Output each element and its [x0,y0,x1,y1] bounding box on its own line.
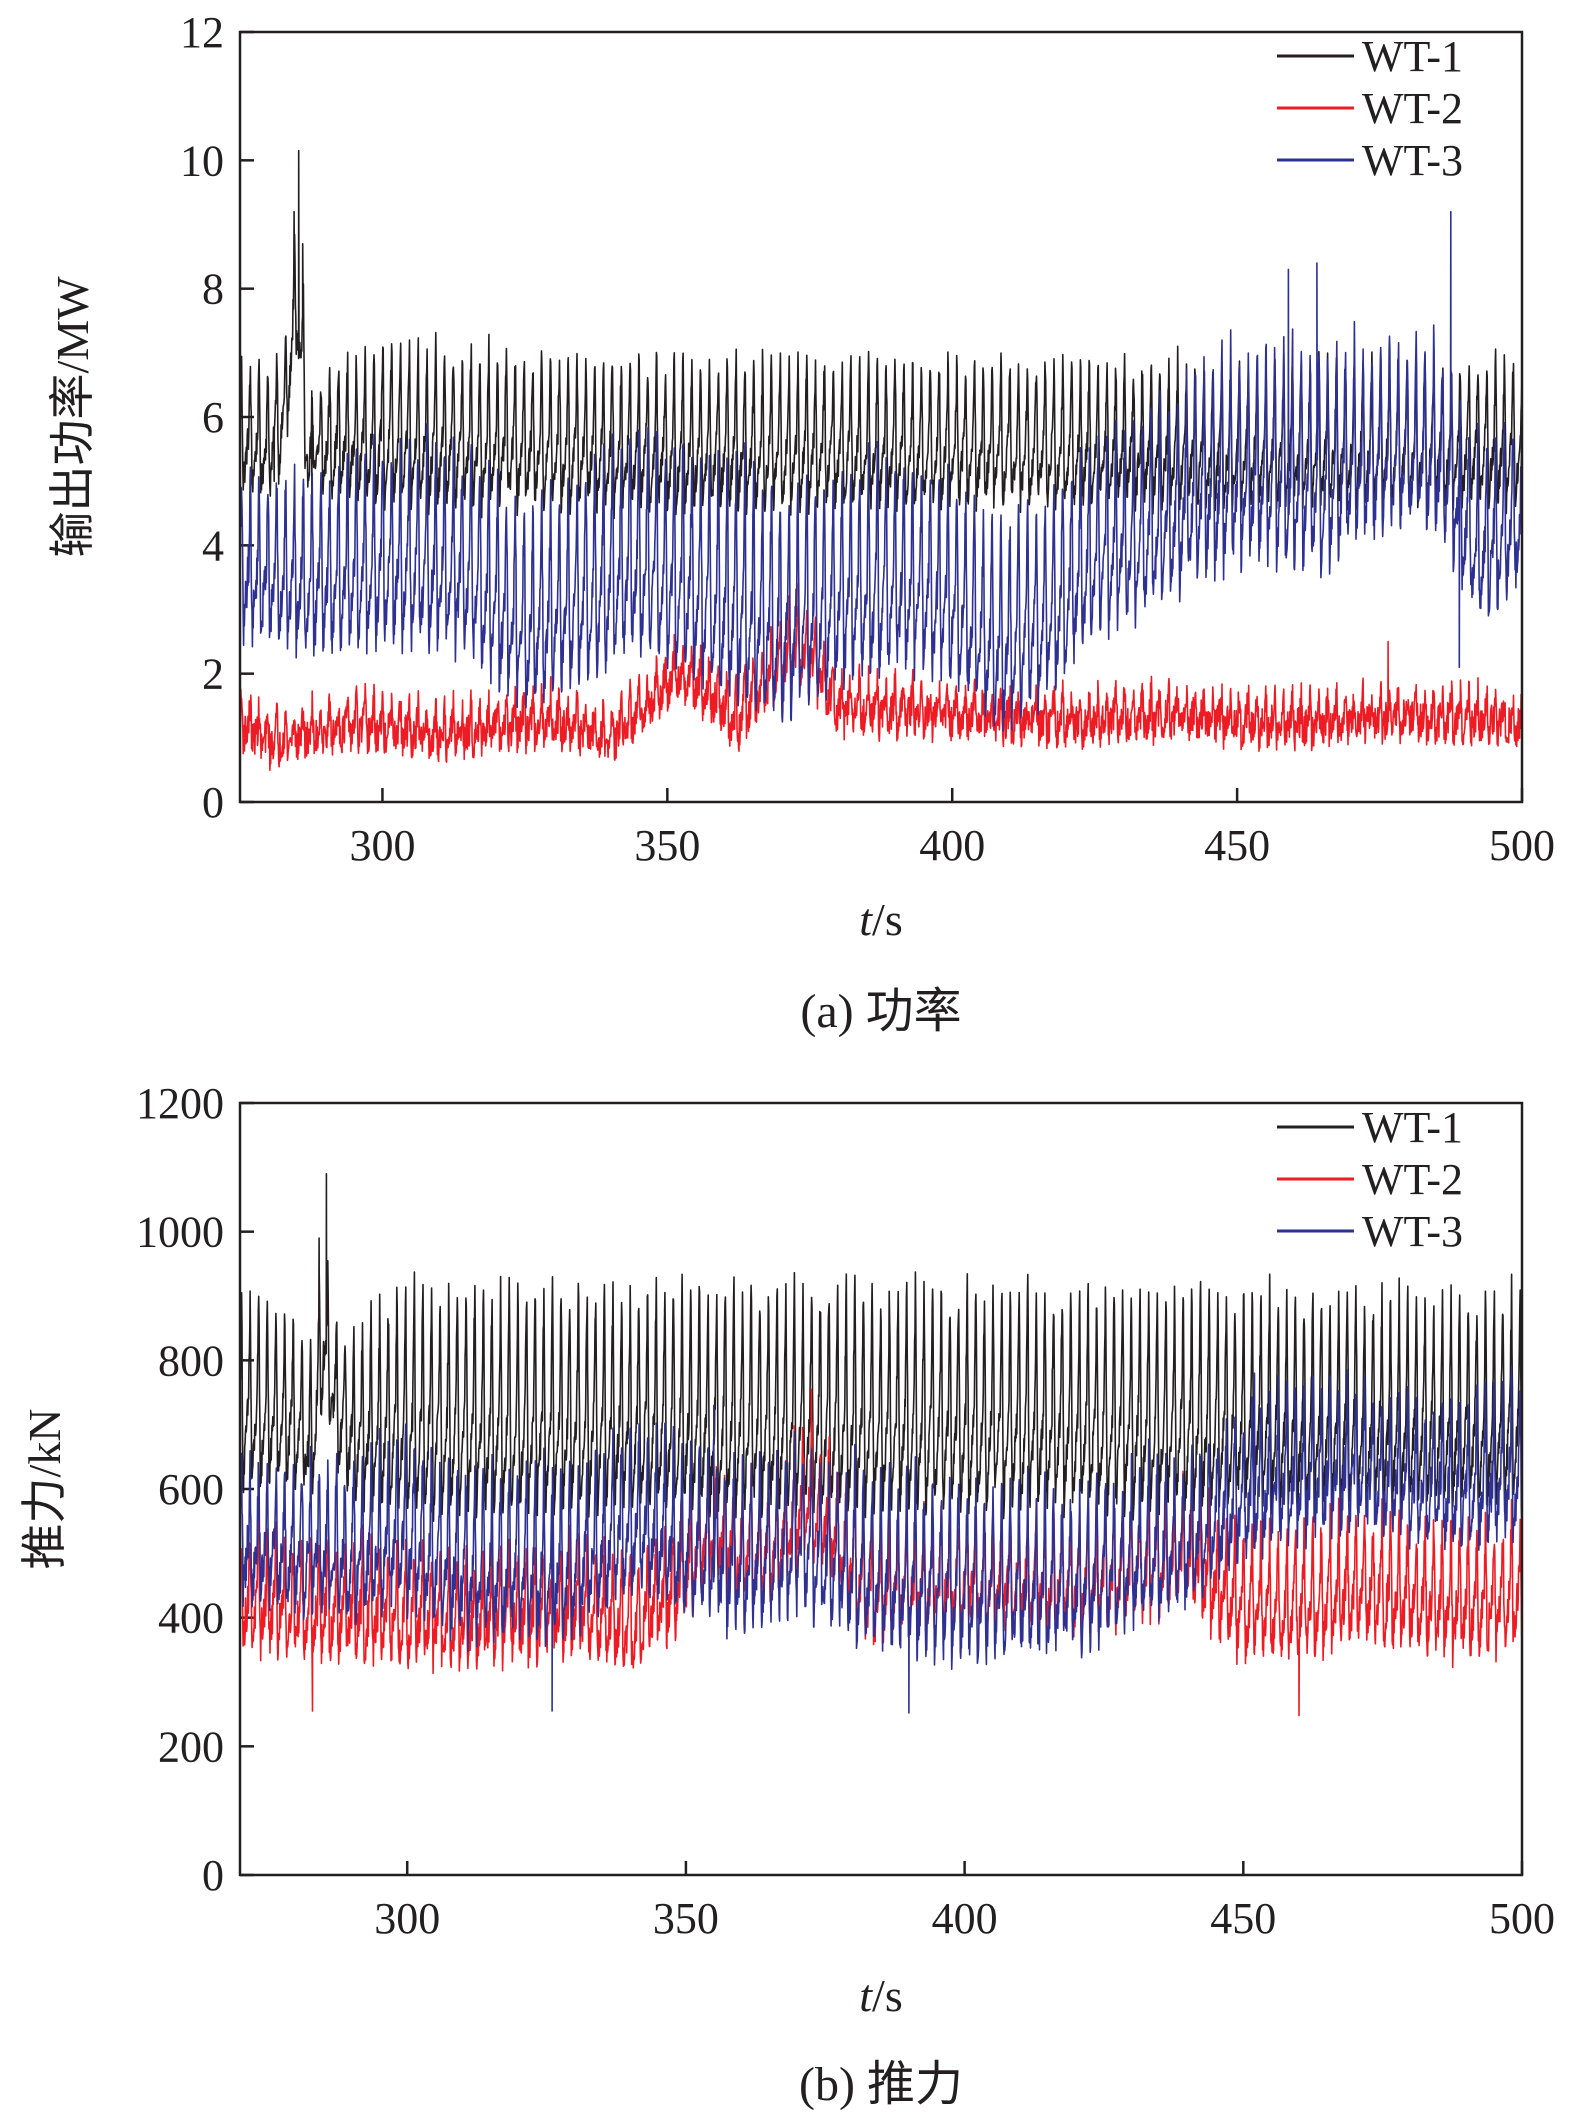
panel-b-thrust-chart: 300 350 400 450 500 0 200 400 600 800 1000 1200 WT-… [19,1079,1555,2111]
panel-a-legend: WT-1WT-2WT-3 [1277,32,1463,185]
panel-b-legend: WT-1WT-2WT-3 [1277,1103,1463,1256]
y-tick-label: 1200 [136,1079,224,1128]
y-tick-label: 0 [202,778,224,827]
panel-b-caption: (b) 推力 [799,2058,963,2111]
x-tick-label: 450 [1210,1894,1276,1943]
panel-a-xlabel-symbol: t [859,894,873,945]
x-tick-label: 500 [1489,821,1555,870]
y-tick-label: 1000 [136,1208,224,1257]
panel-b-ticks: 300 350 400 450 500 0 200 400 600 800 1000 1200 [136,1079,1555,1943]
y-tick-label: 12 [180,8,224,57]
y-tick-label: 6 [202,393,224,442]
x-tick-label: 400 [919,821,985,870]
x-tick-label: 350 [653,1894,719,1943]
legend-label-wt-1: WT-1 [1362,1103,1463,1152]
series-line-wt-2 [240,1388,1522,1717]
x-tick-label: 450 [1204,821,1270,870]
panel-b-series [240,1173,1522,1717]
panel-b-xlabel: t/s [859,1970,902,2021]
y-tick-label: 4 [202,521,224,570]
y-tick-label: 800 [158,1336,224,1385]
panel-b-xlabel-symbol: t [859,1970,873,2021]
legend-label-wt-3: WT-3 [1362,136,1463,185]
series-line-wt-1 [240,1173,1522,1522]
y-tick-label: 8 [202,265,224,314]
series-line-wt-3 [240,1366,1522,1714]
panel-b-ylabel: 推力/kN [19,1409,70,1570]
y-tick-label: 2 [202,650,224,699]
x-tick-label: 400 [932,1894,998,1943]
x-tick-label: 300 [374,1894,440,1943]
x-tick-label: 500 [1489,1894,1555,1943]
panel-b-plot-frame [238,1101,1524,1877]
panel-a-plot-frame [238,30,1524,804]
legend-label-wt-1: WT-1 [1362,32,1463,81]
panel-a-series [240,149,1522,772]
x-tick-label: 350 [634,821,700,870]
y-tick-label: 0 [202,1851,224,1900]
x-tick-label: 300 [349,821,415,870]
panel-a-ylabel: 输出功率/MW [47,276,98,558]
y-tick-label: 600 [158,1465,224,1514]
legend-label-wt-2: WT-2 [1362,1155,1463,1204]
panel-b-xlabel-unit: /s [872,1970,903,2021]
panel-a-caption: (a) 功率 [800,985,961,1038]
legend-label-wt-3: WT-3 [1362,1207,1463,1256]
legend-label-wt-2: WT-2 [1362,84,1463,133]
series-line-wt-3 [240,210,1522,732]
panel-a-ticks: 300 350 400 450 500 0 2 4 6 8 10 12 [180,8,1555,870]
y-tick-label: 10 [180,136,224,185]
panel-a-xlabel-unit: /s [872,894,903,945]
y-tick-label: 200 [158,1722,224,1771]
panel-a-power-chart: 300 350 400 450 500 0 2 4 6 8 10 12 WT-1WT-2WT-3 输出… [47,8,1555,1038]
panel-a-xlabel: t/s [859,894,902,945]
series-line-wt-2 [240,583,1522,772]
y-tick-label: 400 [158,1594,224,1643]
